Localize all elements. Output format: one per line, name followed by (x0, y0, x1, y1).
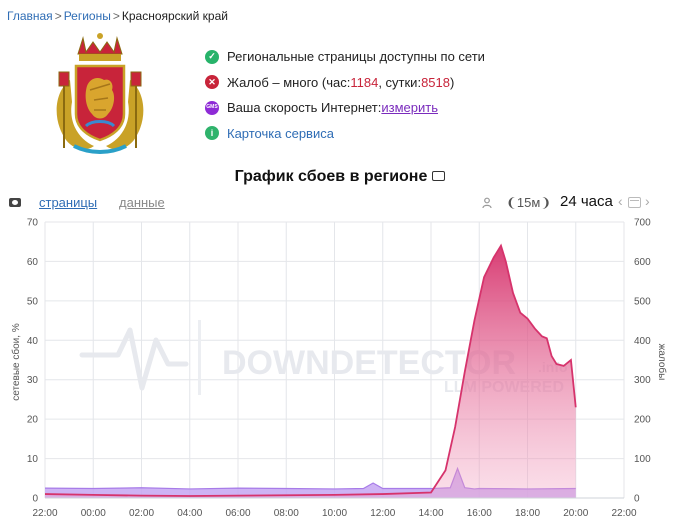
x-tick-label: 12:00 (370, 508, 395, 519)
chevron-left-icon[interactable]: ‹ (618, 193, 623, 209)
chart-toolbar: страницы данные ❨15м❩ 24 часа ‹ › (0, 192, 680, 212)
x-tick-label: 04:00 (177, 508, 202, 519)
y-axis-right-label: жалобы (656, 344, 668, 381)
service-card-link[interactable]: Карточка сервиса (227, 125, 334, 141)
breadcrumb-separator: > (54, 9, 62, 23)
y-left-tick-label: 70 (27, 218, 39, 229)
monitor-icon (432, 171, 446, 181)
x-tick-label: 18:00 (515, 508, 540, 519)
tab-data[interactable]: данные (119, 195, 165, 210)
y-left-tick-label: 60 (27, 257, 39, 268)
user-icon[interactable] (482, 197, 492, 209)
y-left-tick-label: 50 (27, 296, 39, 307)
y-right-tick-label: 600 (634, 257, 651, 268)
speed-prefix: Ваша скорость Интернет: (227, 100, 382, 116)
chevron-right-icon[interactable]: › (645, 193, 650, 209)
series-complaints-line (44, 243, 577, 497)
chart-series (44, 243, 577, 498)
chart-title: График сбоев в регионе (0, 168, 680, 186)
x-tick-label: 06:00 (225, 508, 250, 519)
breadcrumb-regions-link[interactable]: Регионы (63, 9, 111, 23)
chart-axes: 010203040506070010020030040050060070022:… (27, 218, 651, 520)
y-left-tick-label: 10 (27, 454, 39, 465)
complaints-prefix: Жалоб – много (час: (227, 74, 351, 90)
y-left-tick-label: 0 (32, 494, 38, 505)
x-tick-label: 20:00 (563, 508, 588, 519)
x-circle-icon: ✕ (205, 75, 219, 90)
x-tick-label: 10:00 (322, 508, 347, 519)
x-tick-label: 08:00 (274, 508, 299, 519)
complaints-mid: , сутки: (378, 74, 422, 90)
breadcrumb-home-link[interactable]: Главная (7, 9, 53, 23)
x-tick-label: 14:00 (418, 508, 443, 519)
camera-icon[interactable] (9, 198, 21, 207)
status-pages-text: Региональные страницы доступны по сети (227, 49, 485, 65)
y-right-tick-label: 0 (634, 494, 640, 505)
tab-pages[interactable]: страницы (39, 195, 98, 210)
breadcrumb-separator: > (112, 9, 120, 23)
y-right-tick-label: 500 (634, 296, 651, 307)
calendar-icon[interactable] (628, 197, 641, 208)
speedtest-icon: GMS (205, 100, 219, 115)
y-right-tick-label: 700 (634, 218, 651, 229)
series-complaints-area (45, 245, 576, 498)
y-right-tick-label: 400 (634, 336, 651, 347)
check-circle-icon: ✓ (205, 49, 219, 64)
status-service-card: i Карточка сервиса (205, 121, 485, 147)
breadcrumb-current: Красноярский край (121, 9, 228, 23)
status-complaints: ✕ Жалоб – много (час: 1184, сутки: 8518) (205, 70, 485, 96)
complaints-suffix: ) (449, 74, 455, 90)
status-pages-available: ✓ Региональные страницы доступны по сети (205, 44, 485, 70)
chart-title-text: График сбоев в регионе (234, 168, 428, 185)
y-right-tick-label: 200 (634, 415, 651, 426)
y-right-tick-label: 300 (634, 375, 651, 386)
y-left-tick-label: 20 (27, 415, 39, 426)
complaints-day-count: 8518 (421, 74, 450, 90)
y-left-tick-label: 40 (27, 336, 39, 347)
x-tick-label: 16:00 (467, 508, 492, 519)
outage-chart: DOWNDETECTOR .info LLM POWERED 010203040… (10, 218, 668, 520)
interval-selector[interactable]: ❨15м❩ (506, 195, 552, 210)
status-speed: GMS Ваша скорость Интернет: измерить (205, 95, 485, 121)
breadcrumb: Главная > Регионы > Красноярский край (7, 9, 228, 23)
region-coat-of-arms (56, 33, 144, 154)
y-axis-left-label: сетевые сбои, % (10, 323, 22, 401)
y-right-tick-label: 100 (634, 454, 651, 465)
x-tick-label: 02:00 (129, 508, 154, 519)
complaints-hour-count: 1184 (350, 74, 379, 90)
info-icon: i (205, 126, 219, 141)
range-label: 24 часа (560, 193, 613, 210)
speed-test-link[interactable]: измерить (381, 100, 438, 116)
x-tick-label: 00:00 (81, 508, 106, 519)
y-left-tick-label: 30 (27, 375, 39, 386)
status-list: ✓ Региональные страницы доступны по сети… (205, 44, 485, 146)
x-tick-label: 22:00 (32, 508, 57, 519)
x-tick-label: 22:00 (611, 508, 636, 519)
